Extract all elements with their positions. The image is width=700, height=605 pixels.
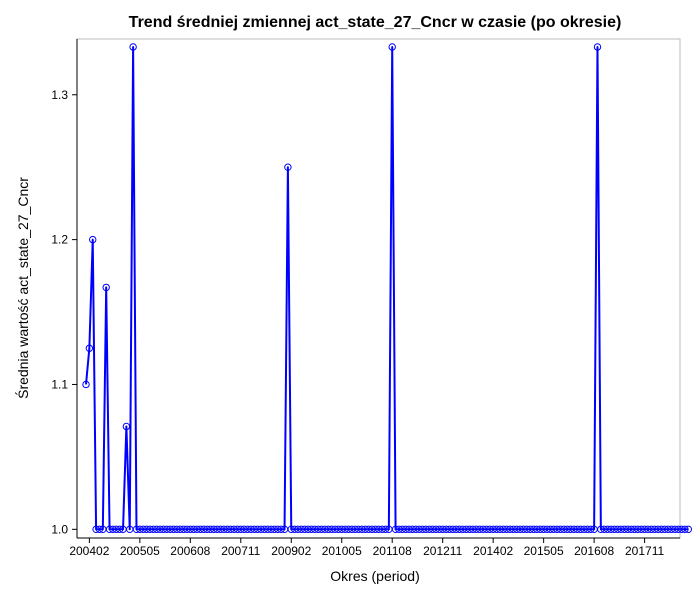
data-point	[85, 344, 94, 352]
data-point	[284, 163, 292, 171]
data-point	[277, 525, 285, 534]
y-tick-label: 1.0	[51, 522, 68, 536]
x-axis-label: Okres (period)	[330, 568, 419, 584]
data-point	[587, 525, 595, 534]
data-point	[82, 380, 90, 389]
chart-title: Trend średniej zmiennej act_state_27_Cnc…	[129, 14, 622, 31]
x-tick-label: 201211	[423, 544, 462, 558]
data-point	[122, 422, 131, 431]
x-tick-label: 200505	[120, 544, 160, 558]
axes: 1.0 1.1 1.2 1.3 200402 200505 200608 200711 2009…	[51, 39, 680, 558]
y-axis-label: Średnia wartość act_state_27_Cncr	[14, 177, 31, 399]
data-point	[102, 283, 110, 292]
data-point	[95, 525, 104, 534]
data-point	[388, 43, 396, 51]
data-point	[129, 43, 137, 51]
x-tick-label: 200608	[170, 544, 210, 558]
plot-frame	[76, 38, 681, 539]
x-tick-label: 201005	[322, 544, 362, 558]
data-point	[593, 43, 602, 51]
x-tick-label: 200402	[69, 544, 109, 558]
series-markers	[82, 43, 693, 534]
data-point	[89, 235, 97, 244]
x-tick-label: 201108	[373, 544, 412, 558]
y-tick-label: 1.3	[51, 88, 68, 102]
x-tick-label: 201402	[473, 544, 513, 558]
data-point	[381, 525, 390, 534]
x-tick-label: 200902	[271, 544, 311, 558]
y-tick-label: 1.1	[51, 377, 68, 391]
data-point	[115, 525, 124, 534]
data-point	[681, 525, 689, 534]
y-tick-label: 1.2	[51, 233, 68, 247]
data-point	[684, 525, 693, 534]
x-tick-label: 201505	[524, 544, 564, 558]
x-tick-label: 201711	[625, 544, 664, 558]
x-tick-label: 200711	[221, 544, 260, 558]
x-tick-label: 201608	[574, 544, 614, 558]
